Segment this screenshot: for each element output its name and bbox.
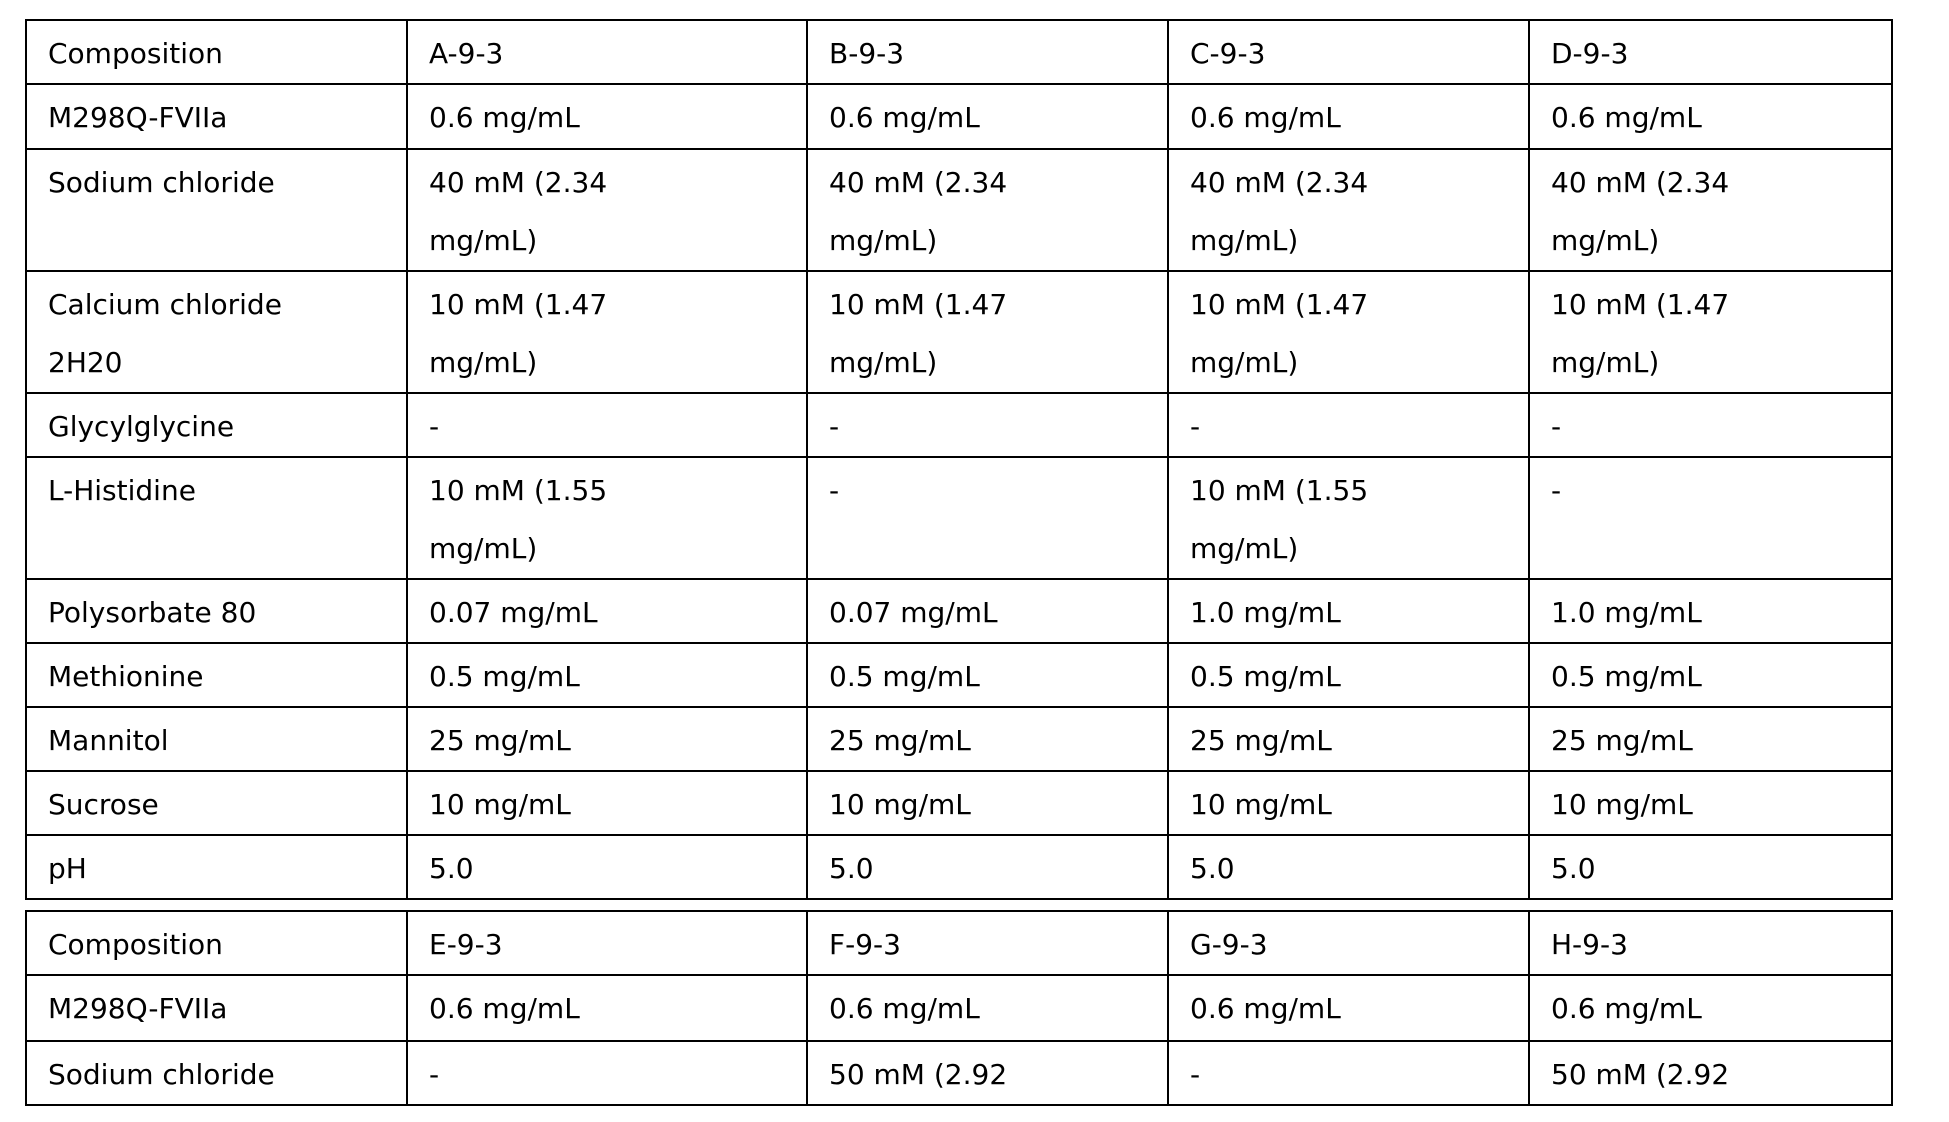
table-cell: 0.6 mg/mL (1529, 84, 1892, 149)
table-cell: 0.6 mg/mL (1529, 975, 1892, 1041)
table-row: Polysorbate 800.07 mg/mL0.07 mg/mL1.0 mg… (26, 579, 1892, 643)
table-cell: 0.5 mg/mL (1168, 643, 1529, 707)
table-row: M298Q-FVIIa0.6 mg/mL0.6 mg/mL0.6 mg/mL0.… (26, 84, 1892, 149)
table-cell: 10 mg/mL (1529, 771, 1892, 835)
row-label: Polysorbate 80 (26, 579, 407, 643)
row-label: Sucrose (26, 771, 407, 835)
composition-table-1: CompositionA-9-3B-9-3C-9-3D-9-3M298Q-FVI… (25, 19, 1893, 900)
table-row: L-Histidine10 mM (1.55 mg/mL)-10 mM (1.5… (26, 457, 1892, 579)
table-cell: 0.5 mg/mL (1529, 643, 1892, 707)
table-cell: 10 mM (1.55 mg/mL) (1168, 457, 1529, 579)
table-cell: - (407, 393, 807, 457)
table-cell: 25 mg/mL (1168, 707, 1529, 771)
row-label: M298Q-FVIIa (26, 84, 407, 149)
row-label: Methionine (26, 643, 407, 707)
table-cell: - (1168, 393, 1529, 457)
row-label: Sodium chloride (26, 149, 407, 271)
table-cell: 10 mM (1.47 mg/mL) (407, 271, 807, 393)
table-cell: 5.0 (407, 835, 807, 899)
table-row: Sucrose10 mg/mL10 mg/mL10 mg/mL10 mg/mL (26, 771, 1892, 835)
table-row: Sodium chloride40 mM (2.34 mg/mL)40 mM (… (26, 149, 1892, 271)
table-cell: 10 mg/mL (1168, 771, 1529, 835)
row-label: pH (26, 835, 407, 899)
header-row: CompositionE-9-3F-9-3G-9-3H-9-3 (26, 911, 1892, 975)
table-cell: 0.5 mg/mL (407, 643, 807, 707)
table-row: Calcium chloride 2H2010 mM (1.47 mg/mL)1… (26, 271, 1892, 393)
table-cell: 5.0 (1168, 835, 1529, 899)
table-cell: 0.07 mg/mL (807, 579, 1168, 643)
table-row: Sodium chloride-50 mM (2.92-50 mM (2.92 (26, 1041, 1892, 1105)
column-header: D-9-3 (1529, 20, 1892, 84)
table-cell: 0.6 mg/mL (407, 975, 807, 1041)
table-cell: 0.6 mg/mL (407, 84, 807, 149)
table-cell: 0.6 mg/mL (1168, 975, 1529, 1041)
table-cell: 5.0 (807, 835, 1168, 899)
table-cell: 0.07 mg/mL (407, 579, 807, 643)
table-cell: 25 mg/mL (407, 707, 807, 771)
row-label: M298Q-FVIIa (26, 975, 407, 1041)
table-cell: 40 mM (2.34 mg/mL) (407, 149, 807, 271)
table-row: Mannitol25 mg/mL25 mg/mL25 mg/mL25 mg/mL (26, 707, 1892, 771)
table-cell: 50 mM (2.92 (807, 1041, 1168, 1105)
column-header: F-9-3 (807, 911, 1168, 975)
table-cell: 1.0 mg/mL (1529, 579, 1892, 643)
row-label: L-Histidine (26, 457, 407, 579)
header-row: CompositionA-9-3B-9-3C-9-3D-9-3 (26, 20, 1892, 84)
column-header: C-9-3 (1168, 20, 1529, 84)
table-cell: 0.6 mg/mL (1168, 84, 1529, 149)
row-label: Sodium chloride (26, 1041, 407, 1105)
table-cell: - (807, 457, 1168, 579)
table-cell: 10 mg/mL (407, 771, 807, 835)
table-cell: 10 mM (1.47 mg/mL) (1529, 271, 1892, 393)
table-cell: - (1168, 1041, 1529, 1105)
table-row: Glycylglycine---- (26, 393, 1892, 457)
table-cell: 50 mM (2.92 (1529, 1041, 1892, 1105)
table-cell: 0.6 mg/mL (807, 84, 1168, 149)
table-cell: 10 mM (1.47 mg/mL) (1168, 271, 1529, 393)
column-header: B-9-3 (807, 20, 1168, 84)
table-row: pH5.05.05.05.0 (26, 835, 1892, 899)
table-cell: - (1529, 393, 1892, 457)
table-cell: 10 mg/mL (807, 771, 1168, 835)
table-cell: - (1529, 457, 1892, 579)
table-cell: 0.5 mg/mL (807, 643, 1168, 707)
table-cell: 25 mg/mL (807, 707, 1168, 771)
table-row: M298Q-FVIIa0.6 mg/mL0.6 mg/mL0.6 mg/mL0.… (26, 975, 1892, 1041)
table-cell: 5.0 (1529, 835, 1892, 899)
column-header: Composition (26, 911, 407, 975)
row-label: Calcium chloride 2H20 (26, 271, 407, 393)
column-header: Composition (26, 20, 407, 84)
row-label: Glycylglycine (26, 393, 407, 457)
table-cell: 0.6 mg/mL (807, 975, 1168, 1041)
column-header: G-9-3 (1168, 911, 1529, 975)
table-cell: 40 mM (2.34 mg/mL) (1529, 149, 1892, 271)
table-cell: 10 mM (1.47 mg/mL) (807, 271, 1168, 393)
table-row: Methionine0.5 mg/mL0.5 mg/mL0.5 mg/mL0.5… (26, 643, 1892, 707)
table-cell: - (407, 1041, 807, 1105)
row-label: Mannitol (26, 707, 407, 771)
column-header: A-9-3 (407, 20, 807, 84)
column-header: E-9-3 (407, 911, 807, 975)
table-cell: 40 mM (2.34 mg/mL) (1168, 149, 1529, 271)
column-header: H-9-3 (1529, 911, 1892, 975)
composition-table-2: CompositionE-9-3F-9-3G-9-3H-9-3M298Q-FVI… (25, 910, 1893, 1106)
table-cell: 40 mM (2.34 mg/mL) (807, 149, 1168, 271)
table-cell: - (807, 393, 1168, 457)
table-cell: 1.0 mg/mL (1168, 579, 1529, 643)
table-cell: 25 mg/mL (1529, 707, 1892, 771)
table-cell: 10 mM (1.55 mg/mL) (407, 457, 807, 579)
